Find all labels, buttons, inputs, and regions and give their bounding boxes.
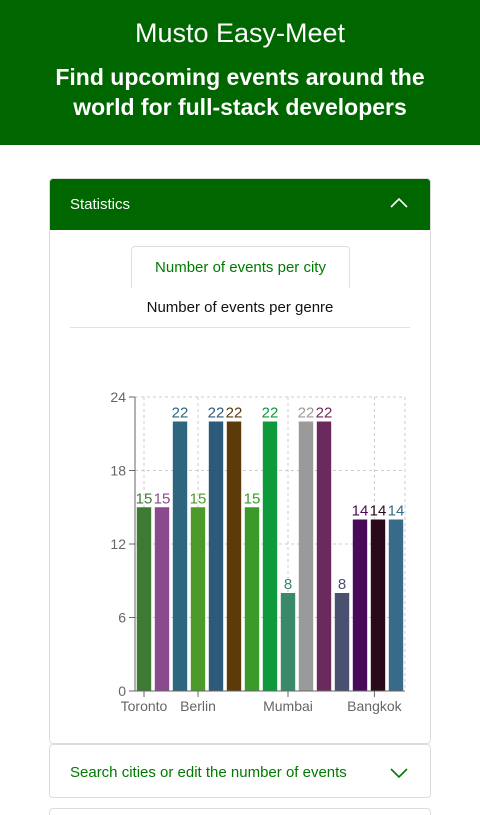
data-label: 8 bbox=[338, 576, 346, 593]
bar bbox=[172, 421, 188, 691]
main-content: Statistics Number of events per city Num… bbox=[0, 145, 480, 815]
app-subtitle: Find upcoming events around the world fo… bbox=[55, 64, 425, 120]
data-label: 14 bbox=[388, 503, 405, 520]
data-label: 22 bbox=[262, 405, 279, 422]
data-label: 15 bbox=[190, 490, 207, 507]
bar bbox=[136, 507, 152, 691]
bar bbox=[262, 421, 278, 691]
data-label: 14 bbox=[370, 503, 387, 520]
y-tick-label: 6 bbox=[118, 610, 126, 626]
data-label: 22 bbox=[226, 405, 243, 422]
data-label: 22 bbox=[172, 405, 189, 422]
next-panel bbox=[49, 808, 431, 815]
statistics-label: Statistics bbox=[70, 196, 131, 213]
bar bbox=[298, 421, 314, 691]
bar bbox=[244, 507, 260, 691]
data-label: 14 bbox=[352, 503, 369, 520]
bar bbox=[226, 421, 242, 691]
bar bbox=[316, 421, 332, 691]
search-panel-label: Search cities or edit the number of even… bbox=[70, 764, 347, 781]
x-tick-label: Bangkok bbox=[347, 698, 402, 714]
chevron-up-icon[interactable] bbox=[390, 197, 408, 209]
bar bbox=[352, 519, 368, 691]
data-label: 15 bbox=[244, 490, 261, 507]
bar bbox=[154, 507, 170, 691]
y-tick-label: 24 bbox=[110, 389, 126, 405]
statistics-panel: Statistics Number of events per city Num… bbox=[49, 178, 431, 744]
bar bbox=[280, 593, 296, 691]
data-label: 15 bbox=[136, 490, 153, 507]
tab-events-per-genre[interactable]: Number of events per genre bbox=[70, 288, 410, 328]
app-header: Musto Easy-Meet Find upcoming events aro… bbox=[0, 0, 480, 145]
statistics-header[interactable]: Statistics bbox=[50, 179, 430, 230]
x-tick-label: Mumbai bbox=[263, 698, 313, 714]
data-label: 8 bbox=[284, 576, 292, 593]
tab-events-per-city[interactable]: Number of events per city bbox=[131, 246, 350, 288]
bar bbox=[370, 519, 386, 691]
chevron-down-icon[interactable] bbox=[390, 767, 408, 779]
bar bbox=[334, 593, 350, 691]
bar bbox=[208, 421, 224, 691]
data-label: 15 bbox=[154, 490, 171, 507]
y-tick-label: 0 bbox=[118, 683, 126, 699]
x-tick-label: Berlin bbox=[180, 698, 216, 714]
data-label: 22 bbox=[208, 405, 225, 422]
bar bbox=[190, 507, 206, 691]
data-label: 22 bbox=[316, 405, 333, 422]
x-tick-label: Toronto bbox=[121, 698, 168, 714]
data-label: 22 bbox=[298, 405, 315, 422]
app-title: Musto Easy-Meet bbox=[134, 18, 346, 48]
y-tick-label: 18 bbox=[110, 463, 126, 479]
y-tick-label: 12 bbox=[110, 536, 126, 552]
search-panel[interactable]: Search cities or edit the number of even… bbox=[49, 744, 431, 798]
bar bbox=[388, 519, 404, 691]
